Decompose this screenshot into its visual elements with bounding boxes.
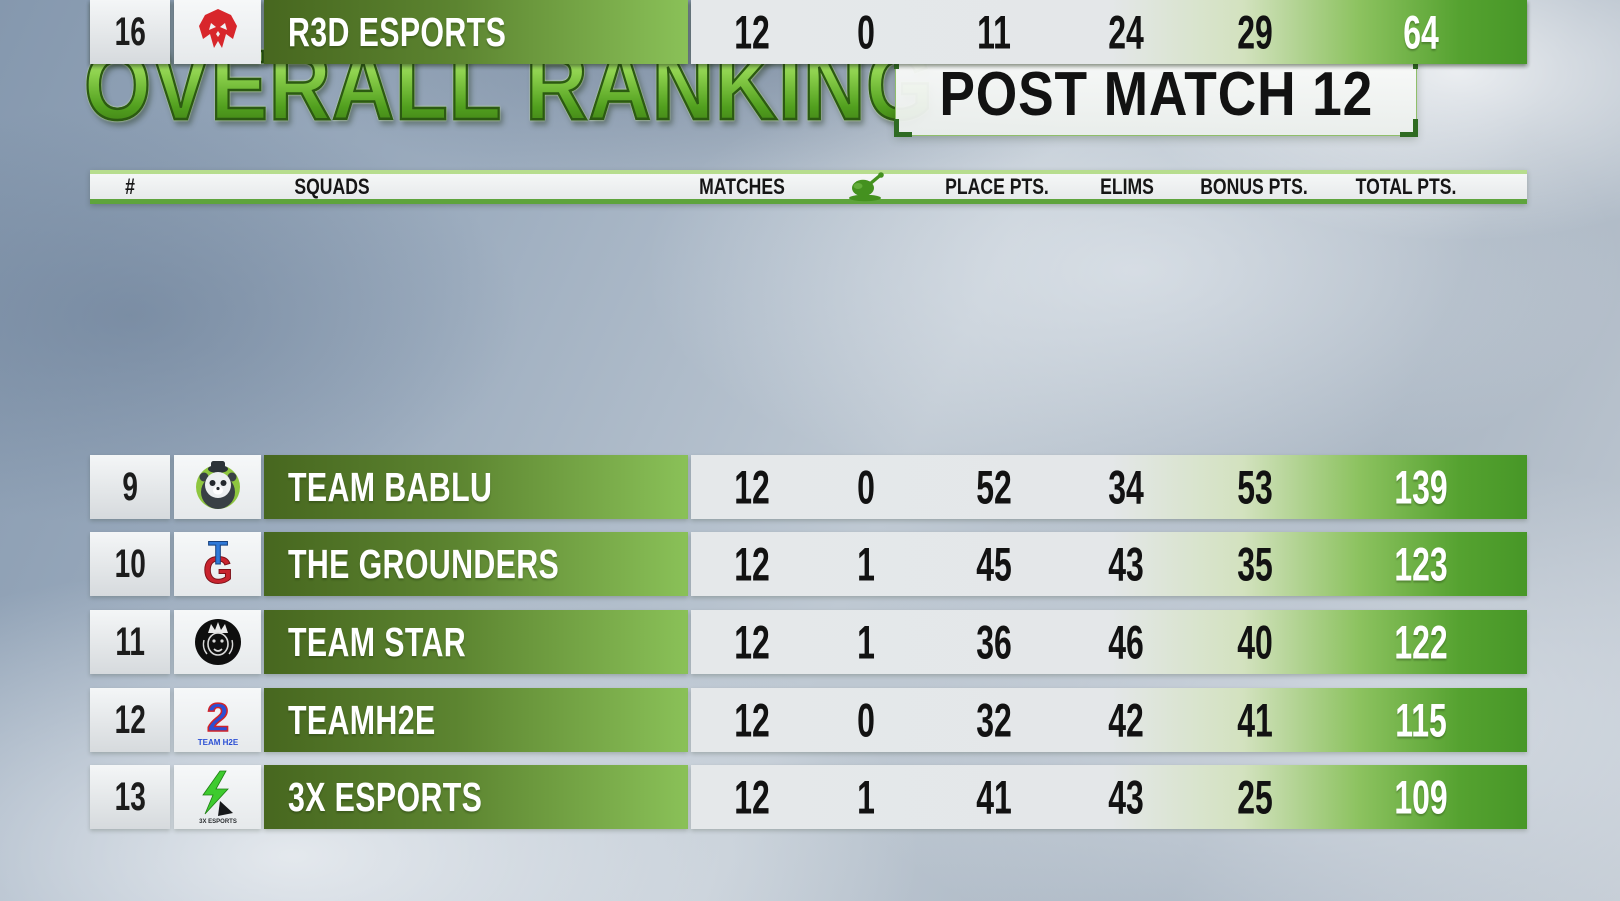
total-pts-value: 139: [1394, 460, 1448, 514]
total-pts-value: 109: [1394, 770, 1448, 824]
table-row: 9 TEAM BABLU 12 0 52 34 53 139: [0, 455, 1620, 519]
column-header-bonus-pts: BONUS PTS.: [1200, 173, 1308, 199]
column-header-elims: ELIMS: [1100, 173, 1154, 199]
stats-cell: 12 1 45 43 35 123: [691, 532, 1527, 596]
team-name-cell: TEAM STAR: [264, 610, 688, 674]
wwcd-value: 1: [857, 770, 875, 824]
total-pts-value: 122: [1394, 615, 1448, 669]
elims-value: 43: [1108, 537, 1144, 591]
bonus-pts-value: 40: [1237, 615, 1273, 669]
r3d-emblem-icon: [174, 0, 261, 64]
wwcd-value: 0: [857, 5, 875, 59]
column-header-place-pts: PLACE PTS.: [945, 173, 1049, 199]
svg-text:2: 2: [206, 696, 228, 740]
rank-cell: 10: [90, 532, 170, 596]
rank-cell: 9: [90, 455, 170, 519]
chicken-dinner-icon: [846, 171, 886, 202]
team-name-cell: 3X ESPORTS: [264, 765, 688, 829]
elims-value: 34: [1108, 460, 1144, 514]
bonus-pts-value: 41: [1237, 693, 1273, 747]
total-pts-value: 123: [1394, 537, 1448, 591]
place-pts-value: 32: [976, 693, 1012, 747]
matches-value: 12: [734, 5, 770, 59]
column-header-total-pts: TOTAL PTS.: [1355, 173, 1457, 199]
bonus-pts-value: 35: [1237, 537, 1273, 591]
matches-value: 12: [734, 770, 770, 824]
rank-cell: 11: [90, 610, 170, 674]
svg-text:3X ESPORTS: 3X ESPORTS: [199, 819, 237, 825]
matches-value: 12: [734, 615, 770, 669]
table-row: 3X ESPORTS 13 3X ESPORTS 12 1 41 43 25 1…: [0, 765, 1620, 829]
tg-monogram-icon: G T: [174, 532, 261, 596]
column-header-matches: MATCHES: [699, 173, 785, 199]
elims-value: 46: [1108, 615, 1144, 669]
elims-value: 42: [1108, 693, 1144, 747]
bonus-pts-value: 25: [1237, 770, 1273, 824]
h2e-monogram-icon: 2 TEAM H2E: [174, 688, 261, 752]
table-row: 16 R3D ESPORTS 12 0 11 24 29 64: [0, 0, 1620, 64]
team-name-cell: THE GROUNDERS: [264, 532, 688, 596]
corner-bracket-icon: [894, 119, 912, 137]
rank-cell: 12: [90, 688, 170, 752]
place-pts-value: 52: [976, 460, 1012, 514]
stats-cell: 12 1 41 43 25 109: [691, 765, 1527, 829]
place-pts-value: 36: [976, 615, 1012, 669]
wwcd-value: 1: [857, 615, 875, 669]
3x-bolt-icon: 3X ESPORTS: [174, 765, 261, 829]
corner-bracket-icon: [1400, 119, 1418, 137]
stats-cell: 12 0 11 24 29 64: [691, 0, 1527, 64]
rank-cell: 13: [90, 765, 170, 829]
team-name-cell: R3D ESPORTS: [264, 0, 688, 64]
place-pts-value: 45: [976, 537, 1012, 591]
svg-text:TEAM H2E: TEAM H2E: [197, 738, 238, 747]
wwcd-value: 0: [857, 693, 875, 747]
table-row: 12 2 TEAM H2E TEAMH2E 12 0 32 42 41 115: [0, 688, 1620, 752]
place-pts-value: 11: [977, 5, 1011, 59]
lion-crown-icon: [174, 610, 261, 674]
matches-value: 12: [734, 537, 770, 591]
team-name-cell: TEAMH2E: [264, 688, 688, 752]
place-pts-value: 41: [976, 770, 1012, 824]
column-header-squads: SQUADS: [294, 173, 370, 199]
stats-cell: 12 0 32 42 41 115: [691, 688, 1527, 752]
matches-value: 12: [734, 693, 770, 747]
table-row: 11 TEAM STAR 12 1 36 46 40 122: [0, 610, 1620, 674]
wwcd-value: 0: [857, 460, 875, 514]
matches-value: 12: [734, 460, 770, 514]
wwcd-value: 1: [857, 537, 875, 591]
total-pts-value: 64: [1403, 5, 1439, 59]
table-row: 10 G T THE GROUNDERS 12 1 45 43 35 123: [0, 532, 1620, 596]
table-header: # SQUADS MATCHES PLACE PTS. ELIMS BONUS …: [90, 170, 1527, 204]
column-header-rank: #: [125, 173, 135, 199]
panda-badge-icon: [174, 455, 261, 519]
match-label: POST MATCH 12: [939, 59, 1373, 129]
elims-value: 43: [1108, 770, 1144, 824]
bonus-pts-value: 53: [1237, 460, 1273, 514]
stats-cell: 12 1 36 46 40 122: [691, 610, 1527, 674]
stats-cell: 12 0 52 34 53 139: [691, 455, 1527, 519]
rank-cell: 16: [90, 0, 170, 64]
svg-text:G: G: [203, 550, 233, 592]
svg-text:T: T: [208, 536, 228, 571]
bonus-pts-value: 29: [1237, 5, 1273, 59]
elims-value: 24: [1108, 5, 1144, 59]
total-pts-value: 115: [1395, 693, 1447, 747]
team-name-cell: TEAM BABLU: [264, 455, 688, 519]
match-label-box: POST MATCH 12: [894, 51, 1418, 137]
